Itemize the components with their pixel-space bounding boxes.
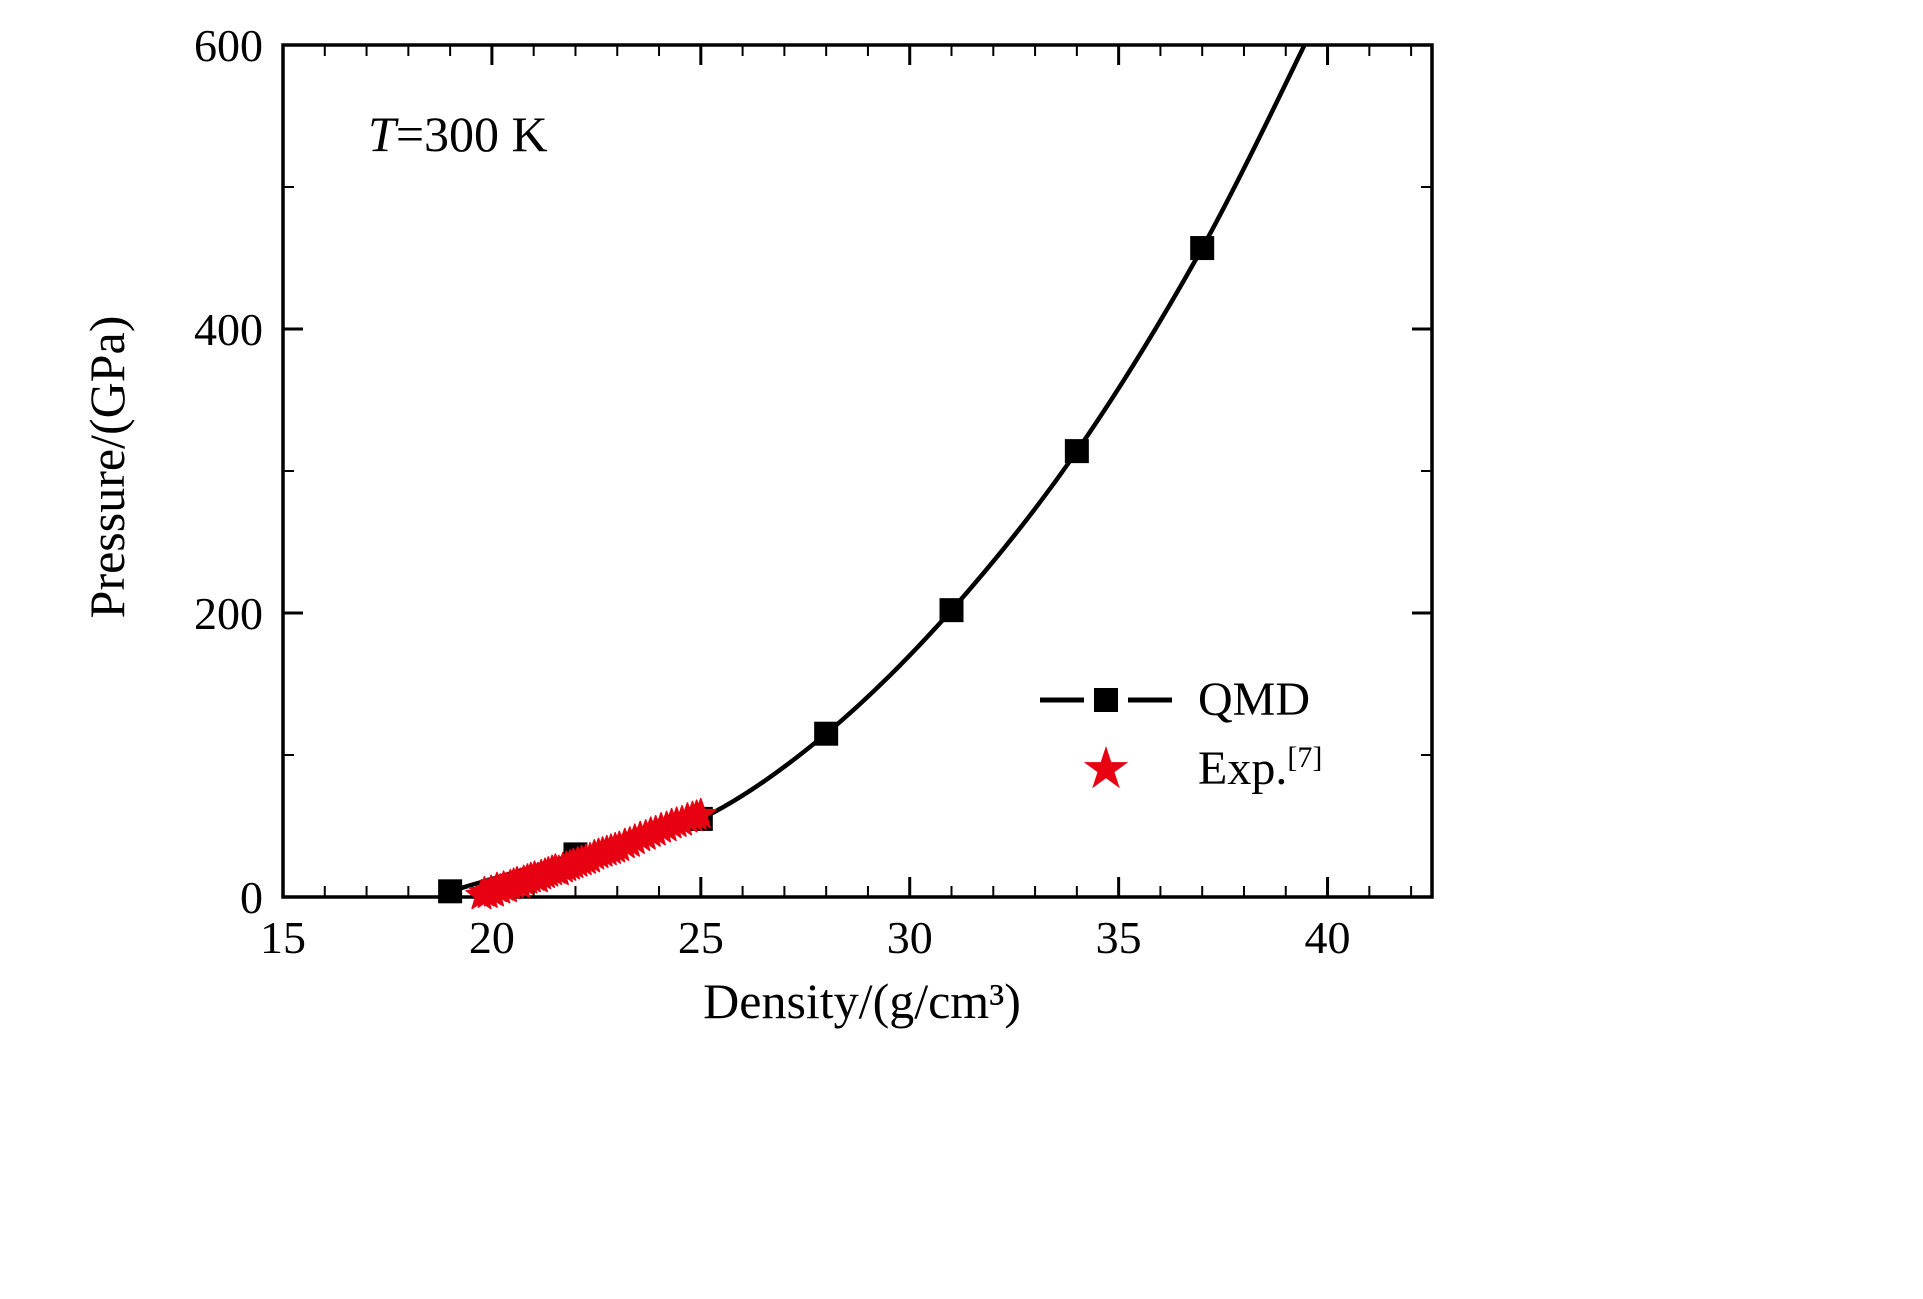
legend-label-qmd: QMD bbox=[1198, 673, 1311, 726]
svg-text:20: 20 bbox=[469, 912, 515, 963]
y-axis-title: Pressure/(GPa) bbox=[79, 315, 135, 619]
legend-item-qmd: QMD bbox=[1040, 672, 1322, 727]
legend-item-exp: ★ Exp.[7] bbox=[1040, 735, 1323, 801]
svg-text:600: 600 bbox=[194, 20, 263, 71]
temperature-annotation: T=300 K bbox=[368, 105, 548, 163]
qmd-line-square-icon bbox=[1040, 682, 1172, 718]
svg-text:15: 15 bbox=[260, 912, 306, 963]
svg-text:30: 30 bbox=[887, 912, 933, 963]
svg-text:35: 35 bbox=[1096, 912, 1142, 963]
annotation-text-part: =300 K bbox=[395, 106, 548, 162]
svg-text:0: 0 bbox=[240, 872, 263, 923]
x-axis-title: Density/(g/cm³) bbox=[703, 973, 1021, 1029]
svg-text:400: 400 bbox=[194, 304, 263, 355]
svg-text:40: 40 bbox=[1305, 912, 1351, 963]
svg-text:25: 25 bbox=[678, 912, 724, 963]
legend: QMD ★ Exp.[7] bbox=[1040, 672, 1323, 801]
legend-label-exp: Exp.[7] bbox=[1198, 741, 1323, 795]
annotation-italic-part: T bbox=[368, 106, 396, 162]
svg-text:200: 200 bbox=[194, 588, 263, 639]
star-icon: ★ bbox=[1080, 735, 1132, 801]
